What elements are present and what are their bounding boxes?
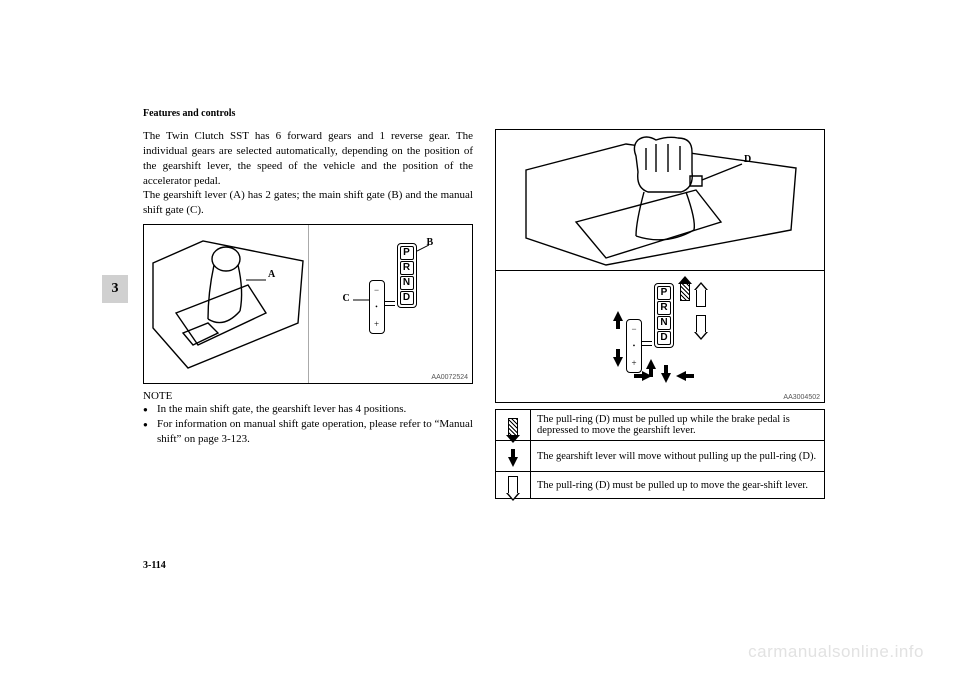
arrow-solid-up-icon: [613, 311, 623, 321]
arrow-hatched-up-icon: [680, 283, 690, 301]
note-item: In the main shift gate, the gearshift le…: [143, 402, 473, 417]
manual-gate-box-bottom: − • +: [626, 319, 642, 373]
gate-connector: [385, 301, 395, 306]
main-gate-box: P R N D: [397, 243, 417, 308]
arrow-solid-left-icon: [642, 371, 652, 381]
gate-pos-d: D: [400, 291, 414, 305]
gate-pos-n2: N: [657, 316, 671, 330]
left-column: The Twin Clutch SST has 6 forward gears …: [143, 129, 473, 499]
arrow-solid-down-icon: [508, 457, 518, 467]
gate-pos-n: N: [400, 276, 414, 290]
legend-text: The gearshift lever will move without pu…: [531, 441, 825, 472]
label-c: C: [343, 293, 350, 304]
note-item: For information on manual shift gate ope…: [143, 417, 473, 447]
content-area: Features and controls The Twin Clutch SS…: [143, 108, 843, 499]
figure-bottom-arrows: P R N D − • +: [496, 270, 824, 403]
gate-minus2: −: [631, 324, 636, 334]
hand-on-lever-illustration: [496, 130, 824, 270]
legend-icon-cell: [496, 441, 531, 472]
manual-shift-gate: − • +: [369, 280, 385, 334]
right-column: D P R N D: [495, 129, 825, 499]
arrow-solid-down-icon: [613, 357, 623, 367]
gate-pos-r2: R: [657, 301, 671, 315]
arrow-solid-down-icon: [661, 373, 671, 383]
section-tab: 3: [102, 275, 128, 303]
arrow-hollow-up-icon: [696, 289, 706, 307]
watermark: carmanualsonline.info: [748, 642, 924, 662]
arrow-hollow-down-icon: [508, 476, 518, 494]
figure-right-half-gate: P R N D − • +: [308, 225, 473, 383]
legend-text: The pull-ring (D) must be pulled up to m…: [531, 472, 825, 499]
legend-icon-cell: [496, 472, 531, 499]
gate-connector-bottom: [642, 341, 652, 346]
console-illustration: [148, 233, 308, 383]
note-text: In the main shift gate, the gearshift le…: [157, 402, 406, 417]
table-row: The pull-ring (D) must be pulled up to m…: [496, 472, 825, 499]
arrow-hollow-down-icon: [696, 315, 706, 333]
bullet-icon: [143, 402, 157, 417]
main-shift-gate-bottom: P R N D: [654, 283, 674, 348]
main-gate-box-bottom: P R N D: [654, 283, 674, 348]
figure-pullring-directions: D P R N D: [495, 129, 825, 403]
legend-icon-cell: [496, 410, 531, 441]
note-list: In the main shift gate, the gearshift le…: [143, 402, 473, 447]
label-a: A: [268, 269, 275, 280]
running-header: Features and controls: [143, 108, 843, 119]
figure-left-half-console: A: [144, 225, 308, 383]
arrow-solid-up-icon: [646, 359, 656, 369]
table-row: The pull-ring (D) must be pulled up whil…: [496, 410, 825, 441]
gate-pos-d2: D: [657, 331, 671, 345]
figure-id-right: AA3004502: [783, 394, 820, 401]
gate-pos-r: R: [400, 261, 414, 275]
gate-plus2: +: [631, 358, 636, 368]
gate-plus: +: [374, 319, 379, 329]
intro-paragraph: The Twin Clutch SST has 6 forward gears …: [143, 129, 473, 218]
page-number: 3-114: [143, 560, 166, 571]
two-columns: The Twin Clutch SST has 6 forward gears …: [143, 129, 843, 499]
manual-page: 3 Features and controls The Twin Clutch …: [0, 0, 960, 678]
manual-gate-box: − • +: [369, 280, 385, 334]
figure-id-left: AA0072524: [431, 374, 468, 381]
note-heading: NOTE: [143, 390, 473, 402]
gate-minus: −: [374, 285, 379, 295]
legend-text: The pull-ring (D) must be pulled up whil…: [531, 410, 825, 441]
figure-top-hand: D: [496, 130, 824, 270]
table-row: The gearshift lever will move without pu…: [496, 441, 825, 472]
arrow-hatched-down-icon: [508, 418, 518, 436]
arrow-solid-right-icon: [676, 371, 686, 381]
gate-pos-p: P: [400, 246, 414, 260]
main-shift-gate: P R N D: [397, 243, 417, 308]
section-tab-number: 3: [112, 281, 119, 297]
figure-gearshift-gates: A P R N D: [143, 224, 473, 384]
manual-shift-gate-bottom: − • +: [626, 319, 642, 373]
label-d: D: [744, 154, 751, 165]
arrow-legend-table: The pull-ring (D) must be pulled up whil…: [495, 409, 825, 499]
note-text: For information on manual shift gate ope…: [157, 417, 473, 447]
lead-line-a: [246, 275, 266, 288]
bullet-icon: [143, 417, 157, 447]
gate-pos-p2: P: [657, 286, 671, 300]
